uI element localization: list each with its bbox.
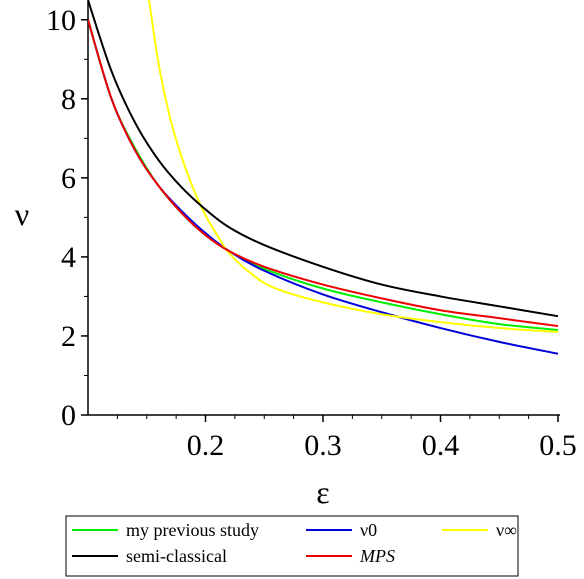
y-tick-label: 8 [61, 83, 76, 116]
y-tick-label: 4 [61, 241, 76, 274]
axes [87, 0, 560, 416]
y-tick-label: 10 [46, 4, 76, 37]
x-tick-label: 0.4 [422, 429, 460, 462]
y-axis-label: ν [15, 196, 29, 232]
legend: my previous study ν0 ν∞ semi-classical MPS [65, 515, 519, 577]
y-tick-label: 0 [61, 399, 76, 432]
legend-label: MPS [359, 546, 395, 566]
legend-label: my previous study [126, 520, 259, 540]
x-tick-label: 0.5 [539, 429, 577, 462]
ticks-layer: 0.2 0.3 0.4 0.5 0 2 4 6 8 10 [46, 4, 577, 462]
series-layer [88, 0, 559, 355]
series-line-semi-classical [88, 0, 559, 318]
legend-label: ν0 [360, 520, 377, 540]
x-tick-label: 0.3 [304, 429, 342, 462]
legend-box [65, 515, 519, 577]
legend-label: ν∞ [496, 520, 517, 540]
series-line-mps [88, 19, 559, 328]
series-line- [148, 0, 559, 333]
y-tick-label: 6 [61, 162, 76, 195]
legend-label: semi-classical [126, 546, 227, 566]
x-tick-label: 0.2 [187, 429, 225, 462]
x-axis-label: ε [316, 474, 329, 510]
y-tick-label: 2 [61, 320, 76, 353]
